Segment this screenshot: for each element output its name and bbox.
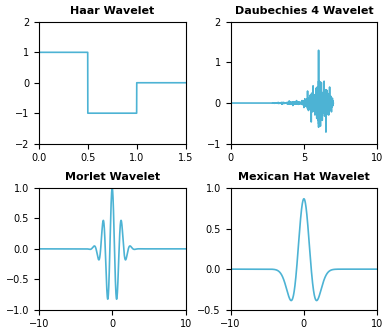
Title: Daubechies 4 Wavelet: Daubechies 4 Wavelet xyxy=(235,6,373,15)
Title: Mexican Hat Wavelet: Mexican Hat Wavelet xyxy=(238,172,370,182)
Title: Haar Wavelet: Haar Wavelet xyxy=(70,6,154,15)
Title: Morlet Wavelet: Morlet Wavelet xyxy=(65,172,160,182)
